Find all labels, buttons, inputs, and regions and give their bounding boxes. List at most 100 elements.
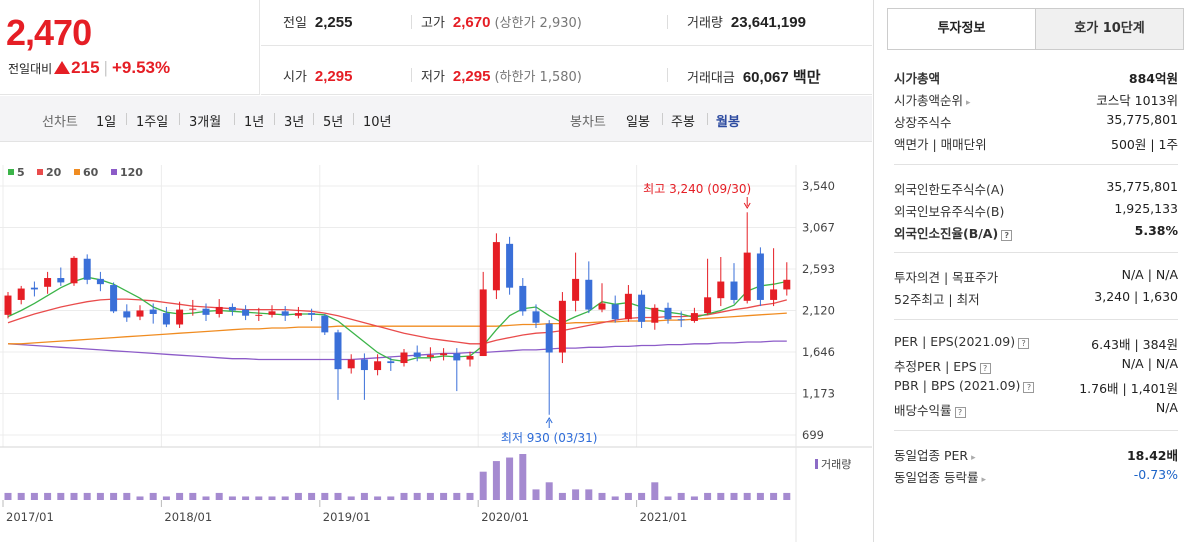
arrow-icon[interactable]: ▸	[971, 453, 976, 463]
invest-info-table: 시가총액 884억원 시가총액순위 ▸ 코스닥 1013위 상장주식수 35,775,801…	[887, 49, 1184, 485]
x-tick-label: 2019/01	[323, 510, 371, 524]
candle-body	[453, 353, 461, 361]
info-value: 500원 | 1주	[1111, 137, 1178, 152]
volume-bar	[730, 492, 738, 500]
help-icon[interactable]: ?	[979, 363, 991, 374]
low-arrow-icon	[545, 417, 553, 424]
volume-bar	[70, 492, 78, 500]
ma-legend-swatch	[74, 169, 80, 175]
candle-body	[730, 281, 738, 300]
high-price: 고가 2,670 (상한가 2,930)	[421, 14, 582, 31]
info-label: 시가총액	[894, 71, 941, 86]
volume-bar	[743, 492, 751, 500]
volume-bar	[466, 492, 474, 500]
volume-bar	[96, 492, 104, 500]
info-row: 외국인한도주식수(A) 35,775,801	[894, 175, 1178, 197]
info-value: 35,775,801	[1106, 179, 1178, 194]
ma-legend-swatch	[8, 169, 14, 175]
x-tick-label: 2020/01	[481, 510, 529, 524]
info-row: 액면가 | 매매단위 500원 | 1주	[894, 130, 1178, 152]
prev-close: 전일 2,255	[283, 14, 353, 31]
help-icon[interactable]: ?	[1001, 230, 1013, 241]
candle-body	[492, 242, 500, 291]
volume-bar	[783, 492, 791, 500]
period-1y[interactable]: 1년	[244, 115, 265, 130]
info-label: 외국인한도주식수(A)	[894, 182, 1005, 197]
period-5y[interactable]: 5년	[323, 115, 344, 130]
candle-body	[545, 323, 553, 353]
info-row: 투자의견 | 목표주가 N/A | N/A	[894, 263, 1178, 285]
group-divider	[894, 164, 1178, 165]
volume-bar	[677, 492, 685, 500]
candle-body	[677, 319, 685, 321]
candle-body	[123, 311, 131, 318]
info-value: 코스닥 1013위	[1096, 93, 1178, 108]
volume-bar	[585, 489, 593, 500]
info-label: 동일업종 등락률 ▸	[894, 470, 987, 485]
candle-body	[374, 361, 382, 371]
candle-body	[176, 309, 184, 325]
info-value: N/A | N/A	[1121, 267, 1178, 282]
volume-bar	[479, 471, 487, 500]
volume-bar	[532, 489, 540, 500]
info-value: 1,925,133	[1114, 201, 1178, 216]
arrow-icon[interactable]: ▸	[981, 475, 987, 485]
volume-bar	[387, 496, 395, 500]
info-row: 배당수익률? N/A	[894, 396, 1178, 418]
period-10y[interactable]: 10년	[363, 115, 392, 130]
info-value: 3,240 | 1,630	[1094, 289, 1178, 304]
period-3m[interactable]: 3개월	[189, 115, 222, 130]
x-tick-label: 2021/01	[640, 510, 688, 524]
candle-body	[347, 359, 355, 369]
candle-monthly[interactable]: 월봉	[716, 115, 740, 130]
candle-daily[interactable]: 일봉	[626, 115, 650, 130]
candle-weekly[interactable]: 주봉	[671, 115, 695, 130]
info-value: N/A | N/A	[1121, 356, 1178, 371]
y-tick-label: 699	[802, 428, 824, 442]
candle-body	[638, 294, 646, 322]
help-icon[interactable]: ?	[954, 407, 966, 418]
tab-invest-info[interactable]: 투자정보	[887, 8, 1036, 50]
y-tick-label: 1,646	[802, 345, 835, 359]
info-label: 52주최고 | 최저	[894, 292, 980, 307]
low-price: 저가 2,295 (하한가 1,580)	[421, 68, 582, 85]
period-1w[interactable]: 1주일	[136, 115, 169, 130]
high-arrow-icon	[743, 202, 751, 209]
info-row: PBR | BPS (2021.09)? 1.76배 | 1,401원	[894, 374, 1178, 396]
candle-body	[44, 278, 52, 287]
volume-bar	[492, 461, 500, 500]
volume-bar	[572, 489, 580, 500]
candle-body	[756, 253, 764, 300]
x-tick-label: 2017/01	[6, 510, 54, 524]
volume-bar	[255, 496, 263, 500]
volume-bar	[17, 492, 25, 500]
info-label: PBR | BPS (2021.09)?	[894, 378, 1035, 393]
candle-body	[96, 278, 104, 285]
volume-bar	[321, 492, 329, 500]
price-box: 2,470 전일대비 215 | +9.53%	[0, 0, 260, 95]
volume-bar	[189, 492, 197, 500]
info-label: 상장주식수	[894, 115, 952, 130]
period-3y[interactable]: 3년	[284, 115, 305, 130]
candle-body	[360, 359, 368, 371]
help-icon[interactable]: ?	[1018, 338, 1030, 349]
volume-bar	[664, 496, 672, 500]
open-price: 시가 2,295	[283, 68, 353, 85]
candle-body	[387, 361, 395, 364]
volume-bar	[162, 496, 170, 500]
candle-body	[83, 258, 91, 280]
info-row: 상장주식수 35,775,801	[894, 108, 1178, 130]
period-1d[interactable]: 1일	[96, 115, 117, 130]
help-icon[interactable]: ?	[1023, 382, 1035, 393]
candle-body	[321, 315, 329, 333]
candle-body	[30, 287, 38, 290]
ma120-line	[7, 340, 787, 361]
volume-bar	[242, 496, 250, 500]
info-value: -0.73%	[1133, 467, 1178, 482]
arrow-icon[interactable]: ▸	[966, 98, 971, 108]
info-label: 동일업종 PER ▸	[894, 448, 976, 463]
candle-body	[440, 353, 448, 356]
candle-body	[255, 314, 263, 316]
tab-order-book[interactable]: 호가 10단계	[1035, 8, 1184, 50]
candle-body	[202, 308, 210, 315]
